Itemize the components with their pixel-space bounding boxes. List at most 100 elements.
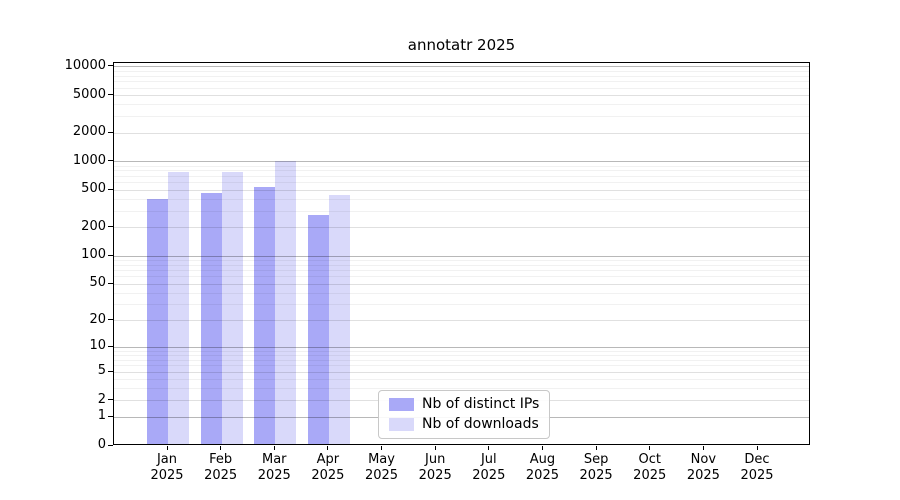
bar-nb-of-distinct-ips: [200, 192, 222, 444]
gridline-minor: [114, 379, 809, 381]
x-tick-label: Oct 2025: [633, 452, 667, 483]
x-tick-label: Nov 2025: [686, 452, 720, 483]
bar-nb-of-distinct-ips: [307, 215, 329, 444]
bar-nb-of-downloads: [168, 171, 189, 444]
y-tick-label: 50: [89, 275, 106, 291]
legend-label: Nb of downloads: [422, 416, 539, 432]
y-tick: [108, 319, 113, 321]
x-tick: [327, 446, 329, 450]
x-tick: [381, 446, 383, 450]
y-tick: [108, 254, 113, 256]
gridline-minor: [114, 350, 809, 352]
gridline-200: [114, 227, 809, 229]
gridline-minor: [114, 104, 809, 106]
x-tick: [166, 446, 168, 450]
legend-swatch-downloads: [389, 418, 414, 431]
gridline-minor: [114, 198, 809, 200]
gridline-minor: [114, 81, 809, 83]
gridline-minor: [114, 355, 809, 357]
y-tick: [108, 65, 113, 67]
gridline-minor: [114, 270, 809, 272]
x-tick-label: Apr 2025: [311, 452, 345, 483]
gridline-500: [114, 189, 809, 191]
x-tick: [434, 446, 436, 450]
x-tick: [756, 446, 758, 450]
y-tick-label: 10000: [64, 57, 106, 73]
gridline-minor: [114, 264, 809, 266]
y-tick-label: 5000: [72, 86, 106, 102]
x-tick: [220, 446, 222, 450]
gridline-minor: [114, 75, 809, 77]
x-tick: [595, 446, 597, 450]
gridline-2000: [114, 132, 809, 134]
gridline-minor: [114, 292, 809, 294]
bar-nb-of-downloads: [221, 171, 243, 444]
x-tick: [541, 446, 543, 450]
bar-nb-of-downloads: [275, 160, 297, 444]
y-tick-label: 5: [97, 363, 106, 379]
y-tick: [108, 370, 113, 372]
legend-swatch-distinct-ips: [389, 398, 414, 411]
gridline-minor: [114, 182, 809, 184]
y-tick-label: 2000: [72, 124, 106, 140]
gridline-minor: [114, 165, 809, 167]
y-tick-label: 20: [89, 311, 106, 327]
legend: Nb of distinct IPs Nb of downloads: [378, 390, 551, 439]
gridline-20: [114, 320, 809, 322]
y-tick: [108, 282, 113, 284]
y-tick-label: 100: [81, 247, 106, 263]
gridline-10000: [114, 66, 809, 68]
y-tick-label: 1000: [72, 152, 106, 168]
x-tick-label: Jun 2025: [418, 452, 452, 483]
x-tick-label: Sep 2025: [579, 452, 613, 483]
bar-nb-of-downloads: [328, 194, 350, 444]
gridline-minor: [114, 116, 809, 118]
gridline-minor: [114, 388, 809, 390]
x-tick-label: Feb 2025: [204, 452, 238, 483]
gridline-100: [114, 255, 809, 257]
y-tick-label: 10: [89, 338, 106, 354]
x-tick: [702, 446, 704, 450]
gridline-minor: [114, 359, 809, 361]
gridline-minor: [114, 365, 809, 367]
plot-area: [113, 62, 810, 445]
x-tick-label: Jul 2025: [472, 452, 506, 483]
x-tick-label: Dec 2025: [740, 452, 774, 483]
gridline-50: [114, 283, 809, 285]
y-tick-label: 2: [97, 391, 106, 407]
chart-title: annotatr 2025: [407, 36, 516, 54]
gridline-minor: [114, 304, 809, 306]
x-tick: [273, 446, 275, 450]
x-tick: [649, 446, 651, 450]
legend-item: Nb of downloads: [389, 417, 539, 432]
y-tick: [108, 345, 113, 347]
bar-nb-of-distinct-ips: [254, 187, 276, 444]
y-tick: [108, 160, 113, 162]
y-tick: [108, 399, 113, 401]
y-tick-label: 200: [81, 218, 106, 234]
y-tick: [108, 444, 113, 446]
y-tick: [108, 94, 113, 95]
bar-nb-of-distinct-ips: [147, 199, 168, 444]
gridline-minor: [114, 70, 809, 72]
gridline-10: [114, 346, 809, 348]
x-tick-label: Jan 2025: [150, 452, 184, 483]
y-tick-label: 0: [97, 437, 106, 452]
gridline-minor: [114, 87, 809, 89]
x-tick-label: May 2025: [364, 452, 399, 483]
y-tick-label: 500: [81, 181, 106, 197]
legend-item: Nb of distinct IPs: [389, 397, 539, 412]
gridline-minor: [114, 276, 809, 278]
y-tick: [108, 131, 113, 133]
legend-label: Nb of distinct IPs: [422, 396, 540, 412]
y-tick: [108, 415, 113, 417]
gridline-minor: [114, 210, 809, 212]
gridline-minor: [114, 170, 809, 172]
x-tick-label: Aug 2025: [525, 452, 559, 483]
gridline-5: [114, 371, 809, 373]
y-tick: [108, 226, 113, 228]
gridline-5000: [114, 95, 809, 96]
y-tick: [108, 188, 113, 190]
gridline-minor: [114, 175, 809, 177]
